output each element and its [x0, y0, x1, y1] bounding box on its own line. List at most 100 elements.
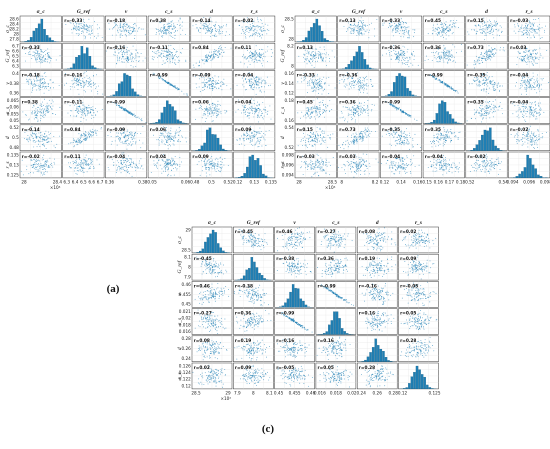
- y-tick-label: 0.13: [9, 162, 19, 167]
- scatter-point: [488, 53, 490, 55]
- scatter-point: [260, 140, 262, 142]
- scatter-point: [262, 49, 264, 51]
- scatter-point: [254, 55, 256, 57]
- column-header: c_s: [440, 9, 447, 15]
- scatter-point: [244, 106, 246, 108]
- scatter-point: [209, 167, 211, 169]
- scatter-point: [135, 49, 137, 51]
- scatter-point: [49, 157, 51, 159]
- scatter-point: [532, 22, 533, 24]
- scatter-point: [425, 55, 427, 57]
- scatter-point: [33, 163, 35, 165]
- histogram-bar: [344, 67, 348, 70]
- scatter-point: [76, 106, 78, 108]
- scatter-point: [349, 24, 351, 26]
- scatter-point: [390, 25, 392, 27]
- scatter-point: [445, 38, 447, 40]
- scatter-point: [84, 161, 86, 163]
- scatter-point: [98, 27, 100, 29]
- scatter-point: [126, 169, 128, 171]
- scatter-point: [140, 147, 142, 149]
- scatter-point: [212, 102, 214, 104]
- scatter-point: [31, 82, 33, 84]
- scatter-point: [212, 87, 214, 89]
- scatter-point: [127, 134, 129, 136]
- scatter-point: [321, 58, 323, 60]
- scatter-point: [129, 113, 131, 115]
- scatter-point: [79, 79, 81, 81]
- scatter-point: [326, 52, 328, 54]
- scatter-point: [118, 162, 119, 164]
- scatter-point: [84, 113, 86, 115]
- scatter-point: [227, 165, 229, 166]
- scatter-point: [444, 48, 446, 50]
- scatter-point: [536, 32, 538, 34]
- scatter-point: [46, 171, 48, 173]
- scatter-point: [38, 163, 39, 164]
- scatter-point: [248, 112, 250, 114]
- scatter-point: [265, 145, 267, 147]
- scatter-point: [255, 131, 257, 133]
- scatter-point: [116, 144, 118, 146]
- scatter-point: [120, 30, 122, 32]
- scatter-point: [209, 174, 211, 176]
- scatter-point: [40, 78, 42, 80]
- scatter-point: [393, 26, 395, 28]
- scatter-point: [28, 119, 29, 121]
- scatter-point: [76, 76, 78, 77]
- matrix-cell: r=-0.33: [19, 42, 62, 70]
- scatter-point: [185, 61, 187, 62]
- scatter-point: [501, 30, 503, 32]
- histogram-bar: [131, 88, 134, 97]
- scatter-point: [83, 20, 85, 22]
- scatter-point: [38, 164, 40, 166]
- scatter-point: [83, 138, 85, 140]
- scatter-point: [33, 86, 35, 88]
- scatter-point: [45, 147, 47, 149]
- scatter-point: [247, 138, 249, 140]
- scatter-point: [257, 115, 259, 117]
- scatter-point: [74, 161, 75, 163]
- scatter-point: [208, 112, 210, 114]
- scatter-point: [175, 30, 177, 32]
- scatter-point: [448, 50, 450, 51]
- scatter-point: [210, 28, 212, 30]
- scatter-point: [250, 109, 252, 111]
- scatter-point: [122, 26, 124, 28]
- scatter-point: [83, 132, 85, 134]
- scatter-point: [176, 163, 178, 165]
- scatter-point: [427, 59, 429, 60]
- scatter-point: [490, 53, 492, 55]
- scatter-point: [209, 29, 211, 31]
- scatter-point: [129, 132, 131, 134]
- scatter-point: [266, 61, 268, 63]
- scatter-point: [169, 137, 171, 139]
- scatter-point: [530, 23, 532, 25]
- scatter-point: [407, 60, 409, 62]
- scatter-point: [32, 83, 34, 85]
- scatter-point: [195, 62, 197, 64]
- scatter-point: [268, 30, 270, 31]
- scatter-point: [357, 30, 358, 32]
- correlation-label: r=0.09: [235, 127, 251, 133]
- scatter-point: [538, 28, 540, 30]
- scatter-point: [253, 30, 255, 32]
- x-tick-label: 6.4: [72, 179, 79, 184]
- scatter-point: [34, 161, 36, 163]
- scatter-point: [72, 161, 74, 162]
- scatter-point: [53, 87, 55, 89]
- scatter-point: [320, 54, 322, 56]
- scatter-point: [123, 168, 125, 170]
- scatter-point: [170, 84, 172, 86]
- scatter-point: [262, 25, 264, 27]
- scatter-point: [161, 139, 163, 141]
- scatter-point: [165, 28, 167, 30]
- scatter-point: [157, 29, 159, 31]
- y-tick-label: 28: [13, 31, 19, 36]
- scatter-point: [162, 35, 164, 37]
- scatter-point: [129, 54, 131, 56]
- histogram-bar: [318, 25, 321, 42]
- scatter-point: [120, 163, 122, 165]
- scatter-point: [78, 140, 80, 142]
- scatter-point: [176, 132, 178, 134]
